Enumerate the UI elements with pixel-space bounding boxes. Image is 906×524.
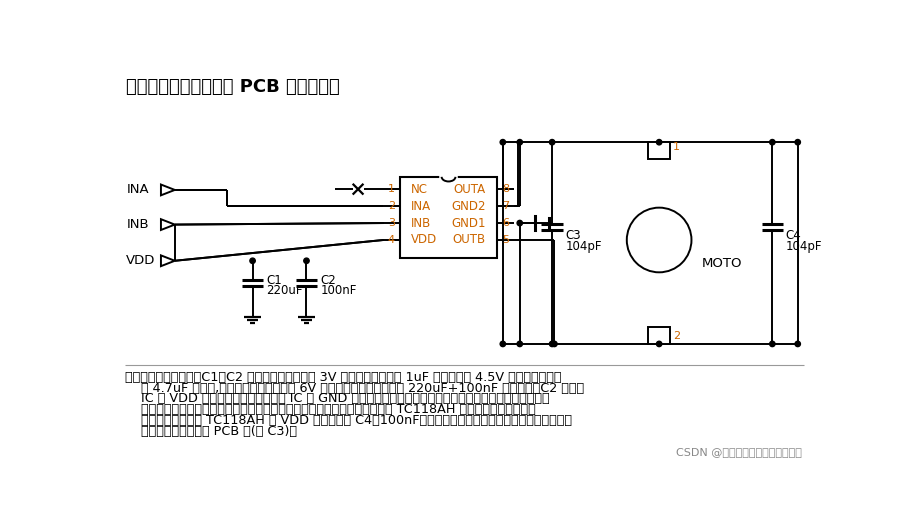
Circle shape xyxy=(769,139,775,145)
Text: 1: 1 xyxy=(388,184,395,194)
Text: 个 4.7uF 或以上,均为使用贴片电容；在 6V 应用中建议用一个大电容 220uF+100nF 贴片电容；C2 均靠近: 个 4.7uF 或以上,均为使用贴片电容；在 6V 应用中建议用一个大电容 22… xyxy=(125,381,583,395)
Text: MOTO: MOTO xyxy=(701,257,742,269)
Text: 线却绕得很远（参考下图）。当应用板上有大电容在为其它芯片滤波时且离 TC118AH 较远也需按如上要求再: 线却绕得很远（参考下图）。当应用板上有大电容在为其它芯片滤波时且离 TC118A… xyxy=(125,403,535,416)
Text: OUTA: OUTA xyxy=(454,183,486,195)
Text: 电容时，则将其置于 PCB 上(即 C3)。: 电容时，则将其置于 PCB 上(即 C3)。 xyxy=(125,425,297,438)
Bar xyxy=(649,142,670,159)
Circle shape xyxy=(500,139,506,145)
Text: C1: C1 xyxy=(266,274,282,287)
Text: C3: C3 xyxy=(565,229,581,242)
Text: OUTB: OUTB xyxy=(453,234,486,246)
Circle shape xyxy=(517,221,523,226)
Text: 2: 2 xyxy=(388,201,395,211)
Circle shape xyxy=(549,139,554,145)
Text: 1: 1 xyxy=(673,142,680,152)
Circle shape xyxy=(657,341,661,346)
Circle shape xyxy=(795,341,800,346)
Text: 5: 5 xyxy=(502,235,509,245)
Circle shape xyxy=(304,258,309,264)
Text: IC 之 VDD 管脚放置且电容的负极和 IC 的 GND 端之间的连线也需尽量短。即不要电容虽然近，但布线、走: IC 之 VDD 管脚放置且电容的负极和 IC 的 GND 端之间的连线也需尽量… xyxy=(125,392,549,406)
Text: 6: 6 xyxy=(502,218,509,228)
Circle shape xyxy=(657,139,661,145)
Circle shape xyxy=(517,139,523,145)
Text: INA: INA xyxy=(126,183,149,196)
Text: VDD: VDD xyxy=(411,234,438,246)
Text: C4: C4 xyxy=(786,229,801,242)
Text: 2: 2 xyxy=(673,331,680,341)
Text: 7: 7 xyxy=(502,201,509,211)
Text: GND1: GND1 xyxy=(451,216,486,230)
Text: VDD: VDD xyxy=(126,254,156,267)
Text: NC: NC xyxy=(411,183,429,195)
Circle shape xyxy=(517,341,523,346)
Text: 104pF: 104pF xyxy=(786,239,822,253)
Text: INB: INB xyxy=(126,218,149,231)
Circle shape xyxy=(250,258,255,264)
Text: INB: INB xyxy=(411,216,431,230)
Circle shape xyxy=(549,341,554,346)
Text: 8: 8 xyxy=(502,184,509,194)
Text: CSDN @深圳市泛海微电子有限公司: CSDN @深圳市泛海微电子有限公司 xyxy=(677,447,803,457)
Circle shape xyxy=(627,208,691,272)
Circle shape xyxy=(552,341,557,346)
Text: 100nF: 100nF xyxy=(321,285,357,297)
Circle shape xyxy=(500,341,506,346)
Text: 八、应用参考电路图及 PCB 布线指导：: 八、应用参考电路图及 PCB 布线指导： xyxy=(126,78,340,96)
Bar xyxy=(400,177,496,258)
Text: 注：在不同的应用中，C1、C2 可考虑只装一个：在 3V 应用中建议用一个 1uF 或以上；在 4.5V 应用中建议用一: 注：在不同的应用中，C1、C2 可考虑只装一个：在 3V 应用中建议用一个 1u… xyxy=(125,371,561,384)
Bar xyxy=(649,327,670,344)
Text: 3: 3 xyxy=(388,218,395,228)
Text: 104pF: 104pF xyxy=(565,239,602,253)
Text: 4: 4 xyxy=(388,235,395,245)
Circle shape xyxy=(795,139,800,145)
Text: 放置一个小电容于 TC118AH 的 VDD 脚上。图中 C4（100nF）电容优先接于马达上，当马达上不方便焊此: 放置一个小电容于 TC118AH 的 VDD 脚上。图中 C4（100nF）电容… xyxy=(125,414,572,427)
Text: GND2: GND2 xyxy=(451,200,486,213)
Text: C2: C2 xyxy=(321,274,336,287)
Circle shape xyxy=(769,341,775,346)
Text: 220uF: 220uF xyxy=(266,285,303,297)
Text: INA: INA xyxy=(411,200,431,213)
